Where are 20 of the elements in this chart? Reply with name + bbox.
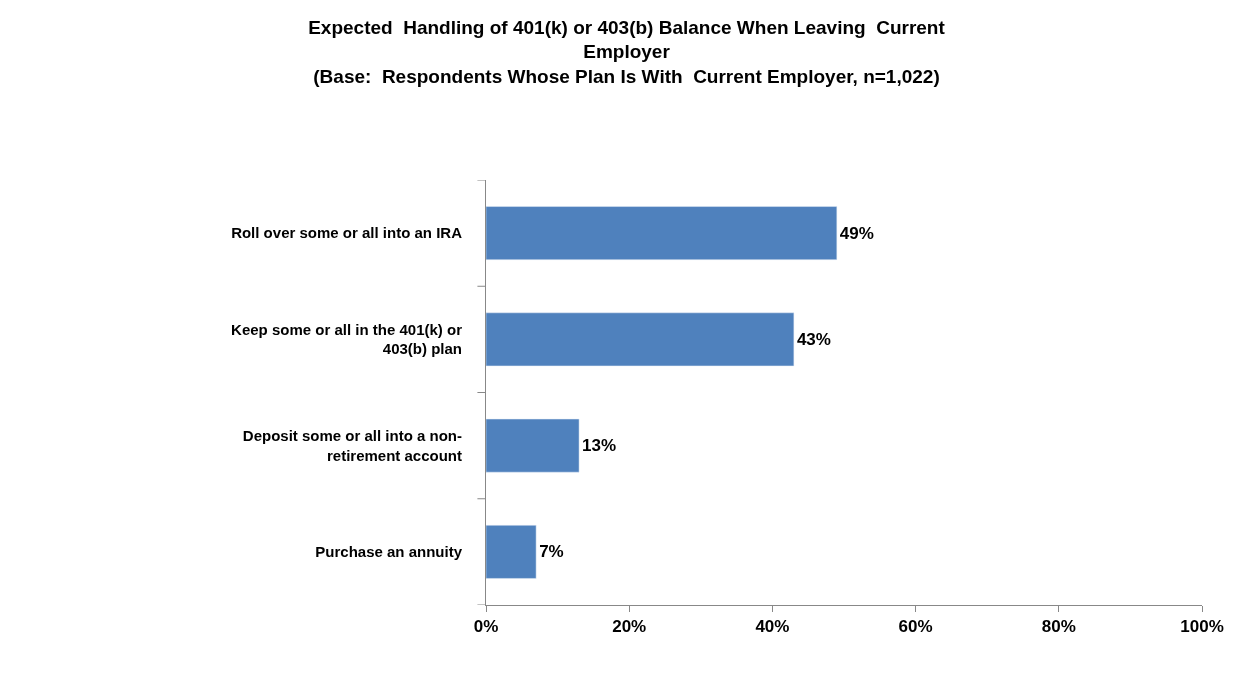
bar [486,312,795,367]
x-tick-label: 60% [898,617,933,637]
bar [486,525,537,579]
x-tick-label: 0% [473,617,499,637]
y-tick-label: Keep some or all in the 401(k) or 403(b) plan [231,320,463,358]
x-tick-label: 20% [612,617,647,637]
y-tick-label: Purchase an annuity [315,543,463,561]
bar [486,418,580,473]
y-tick-label: Deposit some or all into a non-retirement account [242,427,462,464]
x-tick-label: 80% [1041,617,1076,637]
chart-title: Expected Handling of 401(k) or 403(b) Balance When Leaving Current Employer [308,16,946,63]
x-tick-label: 100% [1180,617,1224,637]
data-label: 7% [539,542,564,562]
data-label: 43% [796,329,831,349]
y-tick-label: Roll over some or all into an IRA [231,224,463,242]
bar [486,206,838,260]
data-label: 13% [582,436,617,456]
chart-subtitle: (Base: Respondents Whose Plan Is With Current Employer, n=1,022) [313,66,940,88]
data-label: 49% [839,223,874,243]
x-tick-label: 40% [755,617,790,637]
